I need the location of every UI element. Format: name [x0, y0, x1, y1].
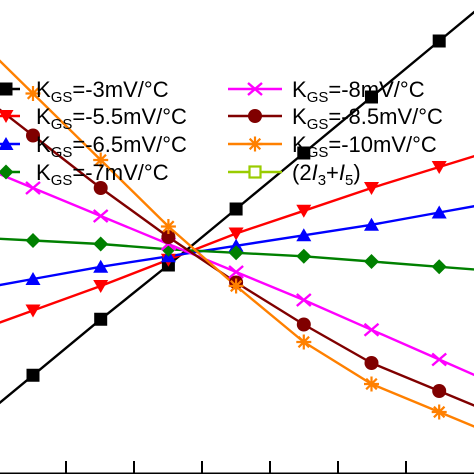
data-point-k7-7	[431, 259, 447, 275]
data-point-k55-5	[296, 204, 312, 218]
legend-item-k65: KGS=-6.5mV/°C	[0, 132, 187, 161]
legend-item-k10: KGS=-10mV/°C	[228, 132, 437, 161]
data-point-k10-6	[364, 376, 379, 392]
legend-swatch-marker-k8	[247, 82, 263, 96]
legend-label-k65: KGS=-6.5mV/°C	[36, 132, 187, 161]
data-point-k10-2	[93, 152, 109, 168]
data-point-k8-1	[25, 181, 41, 195]
plot-area	[0, 10, 474, 428]
data-point-k8-5	[296, 293, 312, 307]
data-point-k8-4	[228, 265, 244, 279]
data-point-k65-5	[296, 228, 312, 242]
data-point-k55-1	[25, 304, 41, 318]
data-point-k8-6	[363, 322, 380, 337]
data-point-k85-2	[93, 181, 108, 195]
legend-item-k3: KGS=-3mV/°C	[0, 77, 169, 106]
data-point-k10-5	[296, 334, 312, 350]
legend-swatch-marker-k65	[0, 137, 14, 150]
legend-swatch-marker-k55	[0, 110, 14, 123]
data-point-k7-2	[93, 236, 109, 252]
legend-label-k7: KGS=-7mV/°C	[36, 160, 169, 189]
legend: KGS=-3mV/°CKGS=-5.5mV/°CKGS=-6.5mV/°CKGS…	[0, 77, 443, 189]
legend-item-k8: KGS=-8mV/°C	[228, 77, 425, 106]
data-point-k3-4	[229, 202, 243, 216]
legend-swatch-marker-i35	[248, 165, 262, 179]
data-point-k7-1	[25, 233, 41, 248]
data-point-k85-7	[432, 384, 447, 398]
legend-label-k85: KGS=-8.5mV/°C	[292, 104, 443, 133]
data-point-k7-6	[364, 254, 379, 269]
legend-label-k8: KGS=-8mV/°C	[292, 77, 425, 106]
data-point-k55-4	[228, 227, 244, 241]
data-point-k7-3	[160, 241, 176, 257]
legend-label-k10: KGS=-10mV/°C	[292, 132, 437, 161]
data-point-k55-6	[364, 182, 379, 195]
legend-swatch-marker-k3	[0, 82, 13, 96]
data-point-k85-1	[26, 128, 40, 143]
data-point-k7-5	[296, 248, 312, 264]
data-point-k55-2	[93, 280, 109, 293]
data-point-k10-3	[160, 219, 176, 234]
data-point-k3-6	[365, 90, 378, 104]
data-point-k7-4	[228, 245, 244, 261]
legend-label-i35: (2I3+I5)	[292, 160, 361, 189]
data-point-k65-1	[25, 272, 41, 285]
data-point-k85-6	[364, 356, 379, 370]
legend-item-k85: KGS=-8.5mV/°C	[228, 104, 443, 133]
data-point-k85-5	[296, 317, 311, 332]
legend-item-i35: (2I3+I5)	[228, 160, 361, 189]
legend-swatch-marker-k85	[248, 109, 262, 123]
data-point-k55-7	[431, 161, 447, 174]
data-point-k65-6	[364, 217, 379, 231]
data-point-k3-2	[94, 312, 108, 326]
legend-swatch-marker-k7	[0, 164, 14, 180]
data-point-k10-1	[25, 86, 41, 101]
legend-item-k55: KGS=-5.5mV/°C	[0, 104, 187, 133]
data-point-k8-7	[431, 352, 447, 367]
data-point-k3-5	[297, 146, 311, 160]
x-axis	[0, 461, 474, 474]
legend-item-k7: KGS=-7mV/°C	[0, 160, 169, 189]
data-point-k8-2	[92, 209, 109, 223]
data-point-k65-2	[93, 259, 109, 273]
legend-label-k3: KGS=-3mV/°C	[36, 77, 169, 106]
legend-label-k55: KGS=-5.5mV/°C	[36, 104, 187, 133]
data-point-k65-7	[431, 205, 447, 219]
data-point-k3-7	[432, 34, 446, 48]
data-point-k85-3	[161, 230, 176, 244]
data-point-k3-1	[26, 368, 40, 382]
legend-swatch-marker-k10	[247, 136, 263, 152]
data-point-k10-7	[431, 404, 447, 420]
data-point-k10-4	[228, 278, 244, 294]
